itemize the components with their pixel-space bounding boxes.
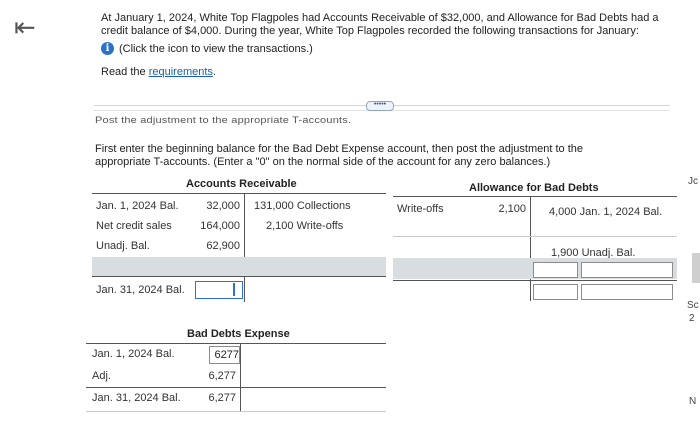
allowance-adj-label-input[interactable] (581, 262, 673, 278)
ar-adjustment-band (92, 257, 386, 276)
bde-row-label: Jan. 1, 2024 Bal. (92, 348, 175, 360)
read-requirements: Read the requirements. (101, 66, 216, 78)
allowance-row-credit: 4,000 Jan. 1, 2024 Bal. (549, 206, 663, 218)
bde-total-line (86, 387, 386, 388)
bde-row-debit: 6,277 (208, 370, 236, 382)
info-line: i (Click the icon to view the transactio… (101, 42, 313, 55)
bde-title: Bad Debts Expense (187, 328, 290, 340)
read-suffix: . (212, 66, 216, 78)
allowance-row-credit: 1,900 Unadj. Bal. (551, 247, 636, 259)
ar-ending-label: Jan. 31, 2024 Bal. (96, 284, 185, 296)
read-prefix: Read the (101, 66, 149, 78)
problem-statement: At January 1, 2024, White Top Flagpoles … (101, 12, 659, 37)
allowance-subtotal-line (393, 236, 677, 237)
allowance-total-line (393, 280, 677, 281)
ar-total-line (92, 276, 386, 277)
bde-top-line (86, 343, 386, 344)
right-panel-text: 2 (689, 313, 695, 324)
bde-row-label: Adj. (92, 370, 111, 382)
ar-row-label: Net credit sales (96, 220, 172, 232)
ar-title: Accounts Receivable (186, 178, 297, 190)
ar-row-debit: 32,000 (206, 200, 240, 212)
ar-row-credit: 131,000 Collections (254, 200, 351, 212)
bde-row-debit: 6,277 (208, 392, 236, 404)
allowance-row-label: Write-offs (397, 203, 444, 215)
allowance-row-debit: 2,100 (498, 203, 526, 215)
allowance-center-line (530, 197, 531, 301)
allowance-ending-amount-input[interactable] (533, 284, 578, 300)
ar-center-line (244, 194, 245, 302)
allowance-title: Allowance for Bad Debts (469, 182, 599, 194)
bde-beginning-balance-input[interactable]: 6277 (209, 346, 240, 364)
ar-row-credit: 2,100 Write-offs (266, 220, 344, 232)
allowance-top-line (393, 196, 677, 197)
allowance-ending-label-input[interactable] (581, 284, 673, 300)
section-heading: Post the adjustment to the appropriate T… (95, 116, 352, 126)
ar-ending-balance-input[interactable] (195, 281, 243, 299)
right-panel-text: Jc (688, 176, 698, 187)
ar-row-label: Unadj. Bal. (96, 240, 150, 252)
bde-center-line (240, 344, 241, 412)
ar-row-label: Jan. 1, 2024 Bal. (96, 200, 179, 212)
bde-row-label: Jan. 31, 2024 Bal. (92, 392, 181, 404)
right-panel-scrollbar[interactable] (692, 253, 700, 283)
info-icon[interactable]: i (101, 42, 114, 55)
instruction-text: First enter the beginning balance for th… (95, 143, 583, 168)
text-cursor (233, 283, 235, 296)
ar-row-debit: 62,900 (206, 240, 240, 252)
ar-top-line (92, 193, 386, 194)
info-text: (Click the icon to view the transactions… (119, 42, 313, 55)
requirements-link[interactable]: requirements (148, 66, 213, 78)
allowance-adj-amount-input[interactable] (533, 262, 578, 278)
expand-button[interactable]: ••••• (366, 101, 394, 111)
ar-row-debit: 164,000 (200, 220, 240, 232)
right-panel-text: Sc (687, 300, 699, 311)
bde-bottom-line (86, 411, 386, 412)
right-panel-text: N (689, 396, 697, 407)
back-arrow-icon[interactable]: ⇤ (14, 12, 36, 42)
